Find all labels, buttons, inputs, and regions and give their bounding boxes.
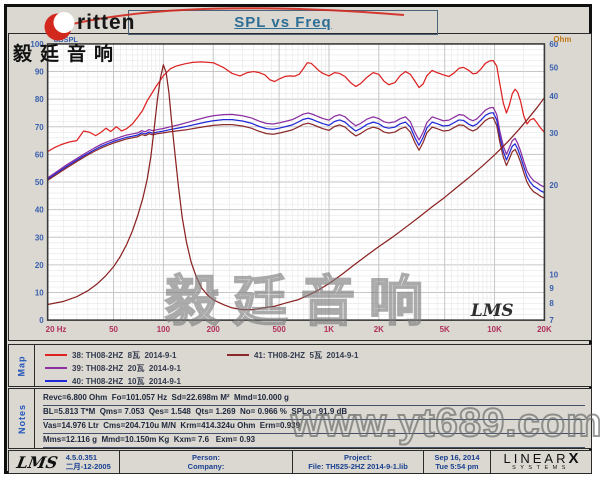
legend-swatch-40	[45, 380, 67, 382]
lms-logo: LMS	[15, 452, 60, 472]
footer-person-cell: Person: Company:	[119, 451, 292, 473]
project-label: Project:	[344, 453, 372, 462]
svg-text:60: 60	[549, 40, 558, 49]
svg-text:20: 20	[35, 261, 44, 270]
note-line: Mms=12.116 g Mmd=10.150m Kg Kxm= 7.6 Exm…	[43, 434, 585, 448]
svg-text:1K: 1K	[324, 325, 334, 334]
legend-swatch-41	[226, 354, 249, 356]
svg-text:80: 80	[35, 95, 44, 104]
note-line: BL=5.813 T*M Qms= 7.053 Qes= 1.548 Qts= …	[43, 406, 585, 420]
svg-text:30: 30	[35, 233, 44, 242]
title-box: SPL vs Freq	[128, 10, 438, 35]
footer-date: Sep 16, 2014	[434, 453, 480, 462]
lms-plot-logo: LMS	[470, 300, 514, 320]
company-label: Company:	[187, 462, 225, 471]
footer-bar: LMS 4.5.0.351 二月-12-2005 Person: Company…	[8, 450, 592, 474]
svg-text:100: 100	[30, 40, 44, 49]
svg-text:60: 60	[35, 150, 44, 159]
person-label: Person:	[192, 453, 220, 462]
plot-series	[47, 59, 546, 311]
brand-swoosh-icon	[51, 7, 405, 30]
spl-vs-freq-chart: 100908070605040302010060504030201098720 …	[8, 33, 592, 341]
footer-linearx-cell: LINEARX SYSTEMS	[490, 451, 591, 473]
svg-text:20: 20	[549, 181, 558, 190]
svg-text:30: 30	[549, 129, 558, 138]
legend-entry: 38: TH08-2HZ 8瓦 2014-9-1	[45, 349, 181, 361]
svg-text:500: 500	[273, 325, 287, 334]
legend-entry: 40: TH08-2HZ 10瓦 2014-9-1	[45, 375, 181, 387]
app-version: 4.5.0.351	[65, 453, 98, 462]
brand-logo-text: ritten	[77, 11, 136, 34]
series-impedance	[47, 64, 546, 311]
svg-text:7: 7	[549, 316, 554, 325]
series-41	[47, 117, 546, 199]
footer-lms-cell: LMS 4.5.0.351 二月-12-2005	[9, 451, 119, 473]
svg-text:2K: 2K	[374, 325, 384, 334]
legend-swatch-39	[45, 367, 67, 369]
note-line: Revc=6.800 Ohm Fo=101.057 Hz Sd=22.698m …	[43, 392, 585, 406]
notes-section-label: Notes	[9, 389, 35, 448]
app-version-date: 二月-12-2005	[65, 462, 111, 471]
svg-text:10: 10	[35, 288, 44, 297]
svg-text:8: 8	[549, 299, 554, 308]
legend-label: 40: TH08-2HZ 10瓦 2014-9-1	[72, 376, 181, 386]
map-section: Map 38: TH08-2HZ 8瓦 2014-9-1 39: TH08-2H…	[8, 344, 592, 387]
svg-text:200: 200	[207, 325, 221, 334]
notes-section: Notes Revc=6.800 Ohm Fo=101.057 Hz Sd=22…	[8, 388, 592, 449]
svg-text:20K: 20K	[537, 325, 552, 334]
notes-lines: Revc=6.800 Ohm Fo=101.057 Hz Sd=22.698m …	[43, 392, 585, 448]
map-section-label: Map	[9, 345, 35, 386]
legend-label: 39: TH08-2HZ 20瓦 2014-9-1	[72, 363, 181, 373]
svg-text:50: 50	[109, 325, 118, 334]
svg-text:100: 100	[157, 325, 171, 334]
project-file: File: TH525-2HZ 2014-9-1.lib	[308, 462, 408, 471]
left-axis-title: dBSPL	[54, 35, 79, 44]
svg-text:10K: 10K	[487, 325, 502, 334]
legend-entry: 39: TH08-2HZ 20瓦 2014-9-1	[45, 362, 181, 374]
svg-text:40: 40	[549, 92, 558, 101]
brand-crescent-icon	[44, 12, 75, 41]
legend-label: 41: TH08-2HZ 5瓦 2014-9-1	[253, 350, 359, 360]
legend: 38: TH08-2HZ 8瓦 2014-9-1 39: TH08-2HZ 20…	[45, 349, 358, 387]
series-38	[47, 59, 546, 153]
axis-ticks: 100908070605040302010060504030201098720 …	[30, 40, 558, 334]
note-line: Vas=14.976 Ltr Cms=204.710u M/N Krm=414.…	[43, 420, 585, 434]
svg-text:20 Hz: 20 Hz	[46, 325, 67, 334]
svg-text:50: 50	[35, 178, 44, 187]
right-axis-title: Ohm	[553, 35, 571, 44]
brand-chinese-text: 毅廷音响	[13, 44, 122, 65]
svg-text:5K: 5K	[440, 325, 450, 334]
svg-text:70: 70	[35, 123, 44, 132]
series-40	[47, 112, 546, 194]
page-frame: ritten 毅廷音响 SPL vs Freq 100 90 80 70 60 50 40 3…	[4, 4, 600, 474]
svg-text:0: 0	[39, 316, 44, 325]
footer-time: Tue 5:54 pm	[435, 462, 479, 471]
footer-date-cell: Sep 16, 2014 Tue 5:54 pm	[423, 451, 490, 473]
linearx-systems-label: SYSTEMS	[512, 465, 570, 471]
svg-text:40: 40	[35, 206, 44, 215]
legend-swatch-38	[45, 354, 67, 356]
legend-label: 38: TH08-2HZ 8瓦 2014-9-1	[72, 350, 177, 360]
svg-text:9: 9	[549, 284, 554, 293]
svg-text:90: 90	[35, 68, 44, 77]
linearx-logo: LINEARX	[503, 450, 579, 467]
svg-text:50: 50	[549, 63, 558, 72]
series-39	[47, 106, 546, 188]
footer-project-cell: Project: File: TH525-2HZ 2014-9-1.lib	[292, 451, 423, 473]
svg-text:10: 10	[549, 270, 558, 279]
page-title: SPL vs Freq	[234, 14, 332, 31]
legend-entry: 41: TH08-2HZ 5瓦 2014-9-1	[226, 349, 359, 361]
